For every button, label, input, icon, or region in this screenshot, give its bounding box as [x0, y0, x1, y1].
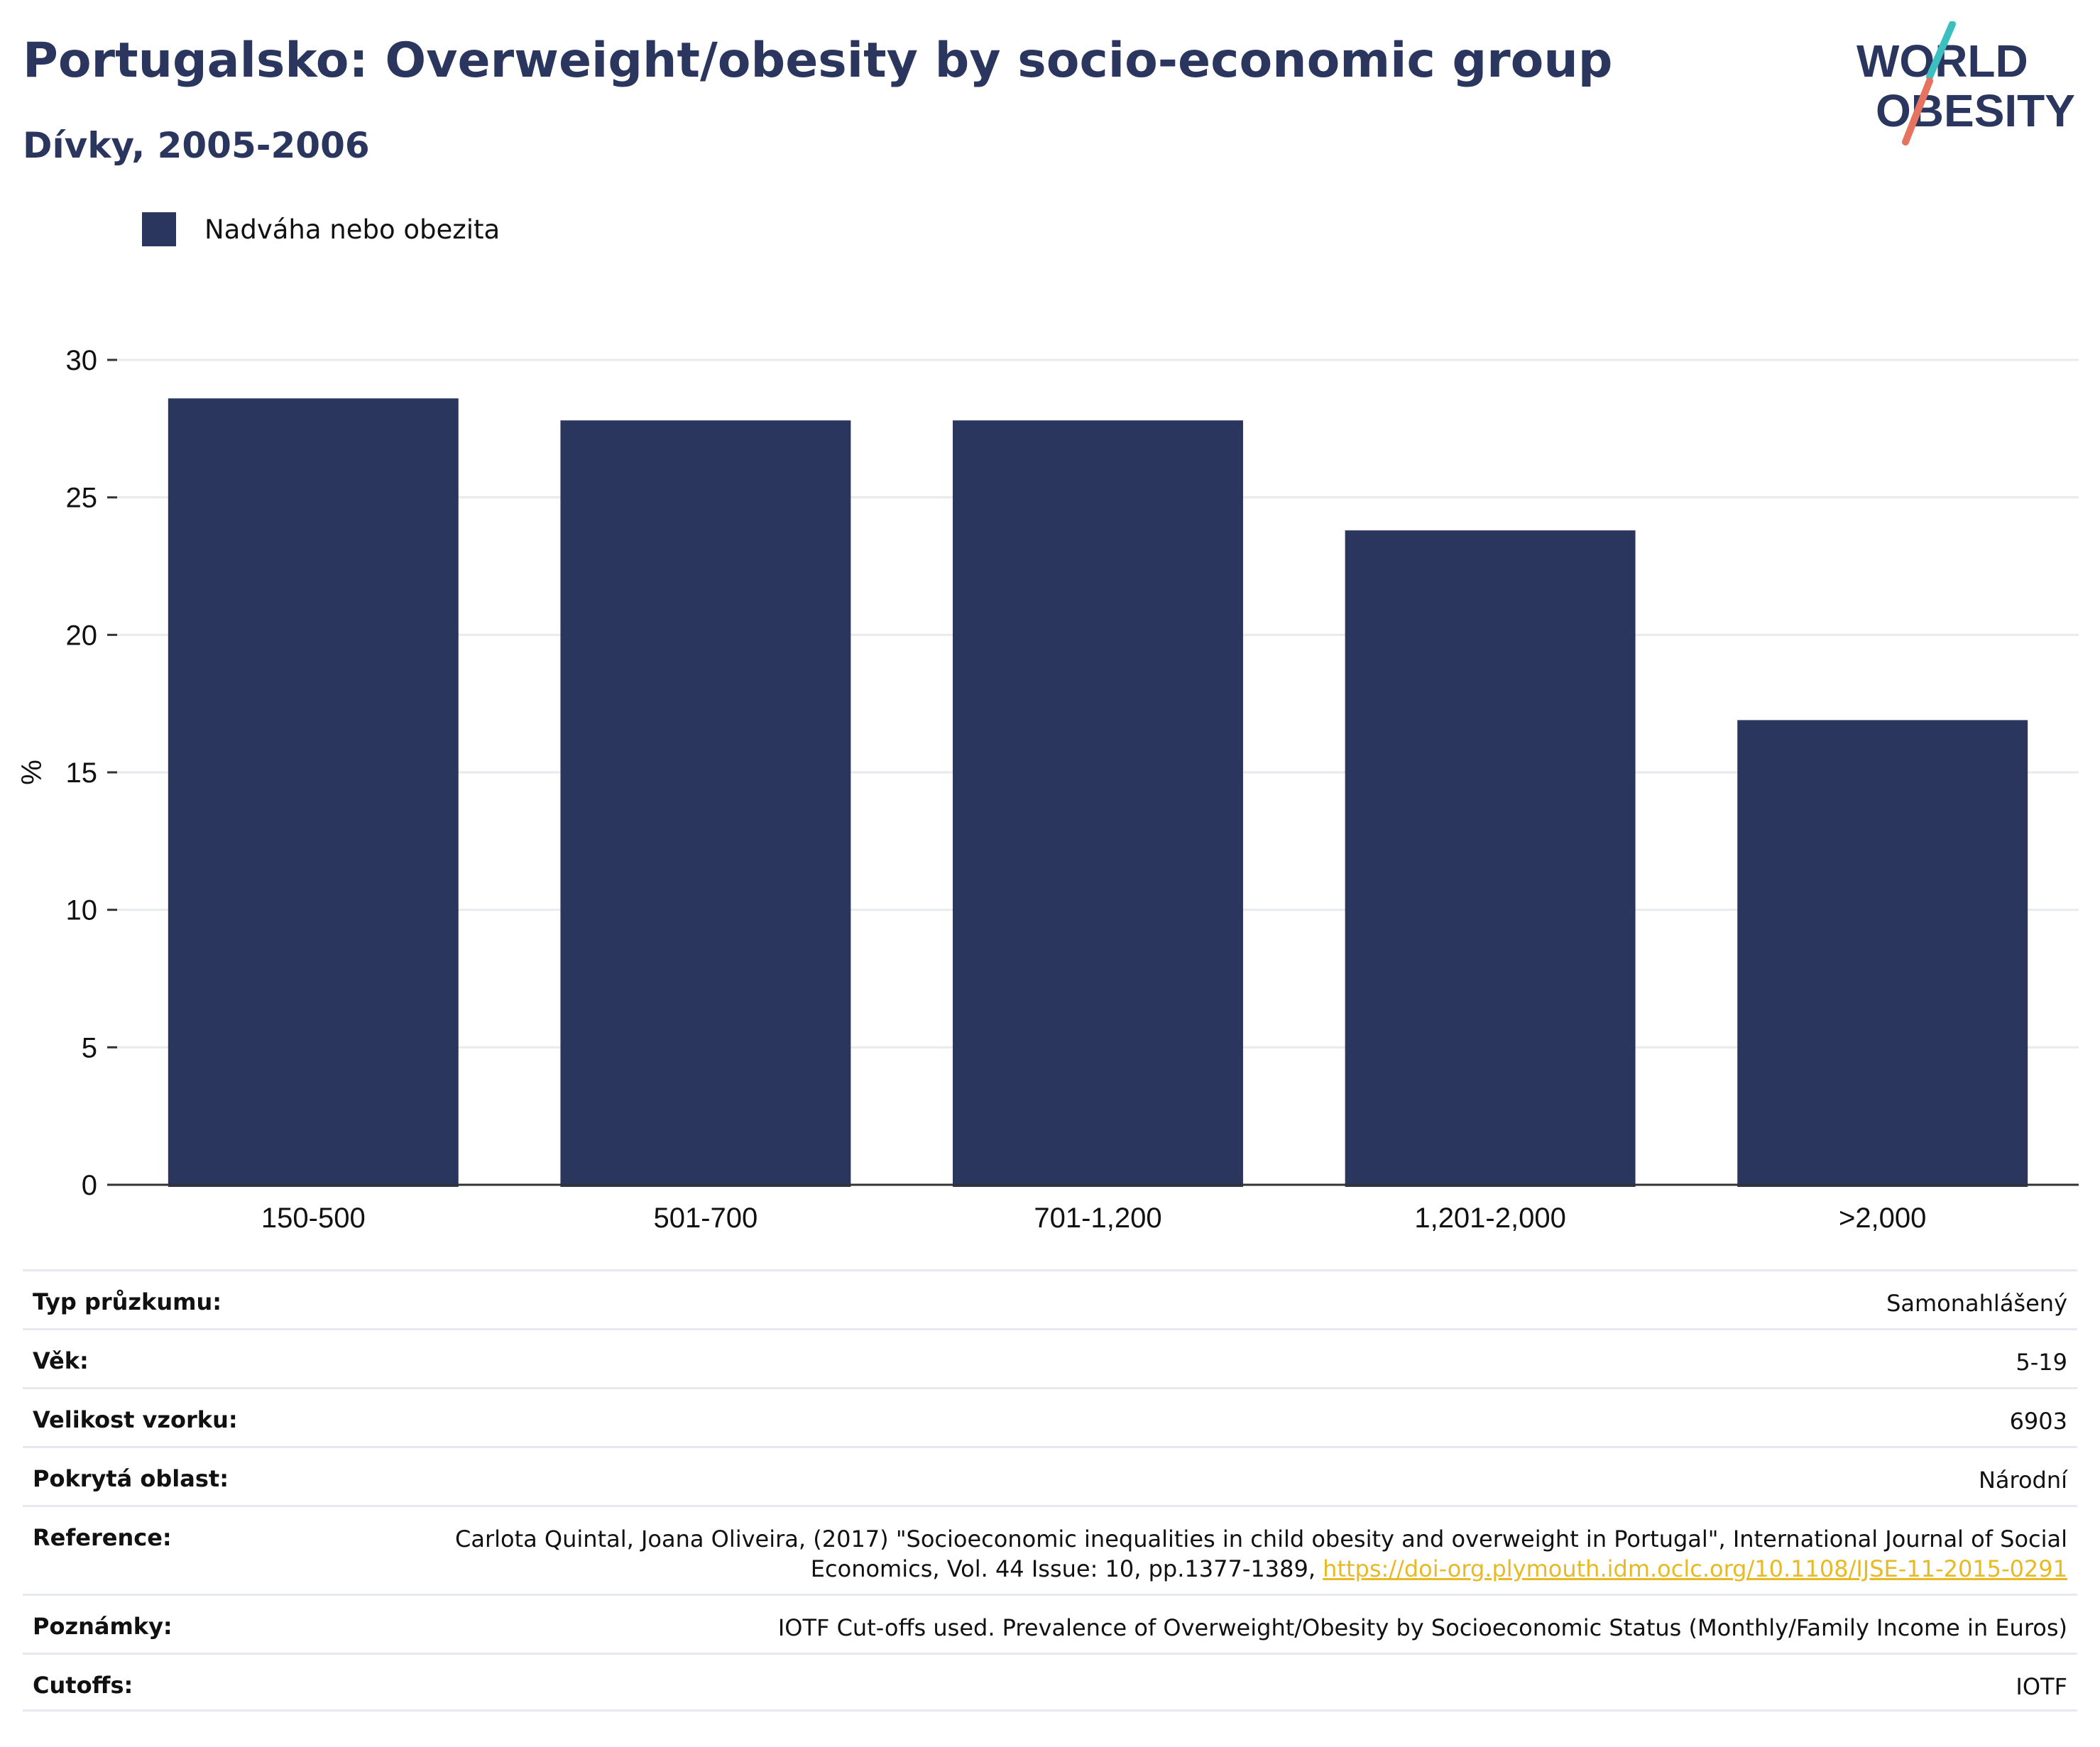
meta-value: IOTF	[2016, 1673, 2067, 1700]
bar[interactable]	[953, 420, 1243, 1187]
meta-label: Cutoffs:	[33, 1672, 133, 1699]
world-obesity-logo: WORLD OBESITY	[1856, 21, 2075, 146]
logo-slash-bottom	[1902, 77, 1933, 146]
y-axis-label: %	[16, 760, 48, 785]
meta-row-sample-size: Velikost vzorku: 6903	[23, 1387, 2077, 1446]
meta-row-notes: Poznámky: IOTF Cut-offs used. Prevalence…	[23, 1594, 2077, 1653]
y-tick-label: 25	[66, 483, 98, 514]
y-tick-label: 10	[66, 895, 98, 926]
meta-value: IOTF Cut-offs used. Prevalence of Overwe…	[777, 1614, 2067, 1641]
y-tick-label: 30	[66, 345, 98, 376]
legend[interactable]: Nadváha nebo obezita	[142, 210, 500, 248]
x-tick-label: >2,000	[1839, 1203, 1926, 1234]
reference-text: Carlota Quintal, Joana Oliveira, (2017) …	[455, 1526, 2067, 1582]
logo-slash-top-stroke	[1926, 21, 1956, 80]
x-axis-ticks: 150-500 501-700 701-1,200 1,201-2,000 >2,000	[261, 1203, 1927, 1234]
meta-value: 6903	[2009, 1408, 2067, 1435]
meta-label: Typ průzkumu:	[33, 1288, 222, 1315]
y-tick-label: 0	[82, 1170, 97, 1201]
meta-value: Samonahlášený	[1886, 1290, 2067, 1317]
meta-label: Věk:	[33, 1347, 89, 1374]
meta-label: Reference:	[33, 1524, 172, 1551]
meta-row-coverage: Pokrytá oblast: Národní	[23, 1446, 2077, 1505]
y-tick-label: 15	[66, 757, 98, 789]
x-tick-label: 1,201-2,000	[1414, 1203, 1566, 1234]
y-tick-label: 5	[82, 1032, 97, 1063]
x-tick-label: 501-700	[654, 1203, 758, 1234]
bar[interactable]	[560, 420, 851, 1187]
x-tick-label: 701-1,200	[1034, 1203, 1161, 1234]
y-axis-ticks: 0 5 10 15 20 25 30	[66, 345, 117, 1201]
bar[interactable]	[1345, 530, 1636, 1187]
legend-label: Nadváha nebo obezita	[204, 214, 501, 245]
meta-row-survey-type: Typ průzkumu: Samonahlášený	[23, 1269, 2077, 1328]
meta-value: Národní	[1978, 1467, 2067, 1494]
logo-line2: OBESITY	[1876, 85, 2075, 136]
meta-value: 5-19	[2016, 1349, 2067, 1376]
y-tick-label: 20	[66, 620, 98, 651]
page-title: Portugalsko: Overweight/obesity by socio…	[23, 33, 1613, 89]
meta-label: Pokrytá oblast:	[33, 1465, 229, 1492]
meta-row-age: Věk: 5-19	[23, 1328, 2077, 1387]
meta-label: Poznámky:	[33, 1613, 173, 1640]
meta-value: Carlota Quintal, Joana Oliveira, (2017) …	[434, 1524, 2067, 1584]
reference-link[interactable]: https://doi-org.plymouth.idm.oclc.org/10…	[1323, 1555, 2067, 1582]
meta-row-cutoffs: Cutoffs: IOTF	[23, 1653, 2077, 1712]
x-tick-label: 150-500	[261, 1203, 366, 1234]
bar[interactable]	[1737, 720, 2028, 1187]
legend-swatch	[142, 212, 176, 246]
page-subtitle: Dívky, 2005-2006	[23, 125, 370, 166]
bars	[168, 398, 2028, 1187]
bar-chart: 0 5 10 15 20 25 30 150-500 501-700 701-1,200 1,20…	[16, 345, 2079, 1234]
meta-row-reference: Reference: Carlota Quintal, Joana Olivei…	[23, 1505, 2077, 1594]
metadata-table: Typ průzkumu: Samonahlášený Věk: 5-19 Ve…	[23, 1269, 2077, 1712]
bar[interactable]	[168, 398, 459, 1187]
meta-label: Velikost vzorku:	[33, 1406, 238, 1433]
